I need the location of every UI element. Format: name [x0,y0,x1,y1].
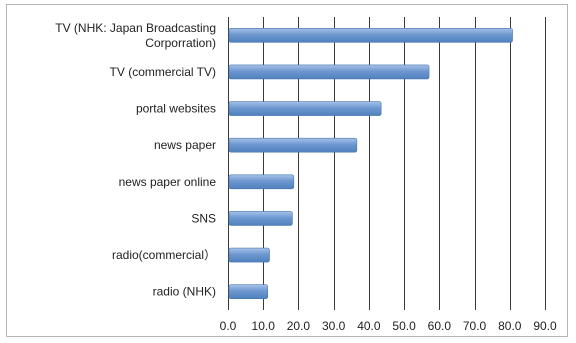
chart-frame: TV (NHK: Japan Broadcasting Corporration)… [6,4,568,337]
bar [228,211,293,226]
x-tick-label: 60.0 [428,319,452,333]
bar [228,174,295,190]
x-tick-label: 80.0 [498,319,522,333]
category-label: SNS [191,211,216,225]
category-label: TV (commercial TV) [110,65,216,79]
bar [228,247,270,263]
category-label: news paper [154,138,216,152]
bar [228,137,358,153]
bar [228,64,430,80]
gridlines [228,17,546,310]
category-label: radio (NHK) [153,285,216,299]
bar [228,101,382,116]
category-labels: TV (NHK: Japan Broadcasting Corporration)… [55,21,216,299]
category-label: news paper online [119,175,217,189]
bar-chart: TV (NHK: Japan Broadcasting Corporration)… [55,17,557,333]
category-label: radio(commercial） [112,248,216,262]
x-axis-tick-labels: 0.0 10.0 20.0 30.0 40.0 50.0 60.0 70.0 80.0 90.0 [220,319,557,333]
x-tick-label: 0.0 [220,319,237,333]
x-tick-label: 70.0 [463,319,487,333]
x-tick-label: 10.0 [252,319,276,333]
bar [228,28,513,43]
x-tick-label: 30.0 [322,319,346,333]
bar [228,284,269,299]
x-tick-label: 20.0 [287,319,311,333]
x-tick-label: 50.0 [392,319,416,333]
bars [228,28,513,299]
category-label: TV (NHK: Japan Broadcasting Corporration) [55,21,216,50]
x-tick-label: 40.0 [357,319,381,333]
x-tick-label: 90.0 [533,319,557,333]
category-label: portal websites [136,102,216,116]
